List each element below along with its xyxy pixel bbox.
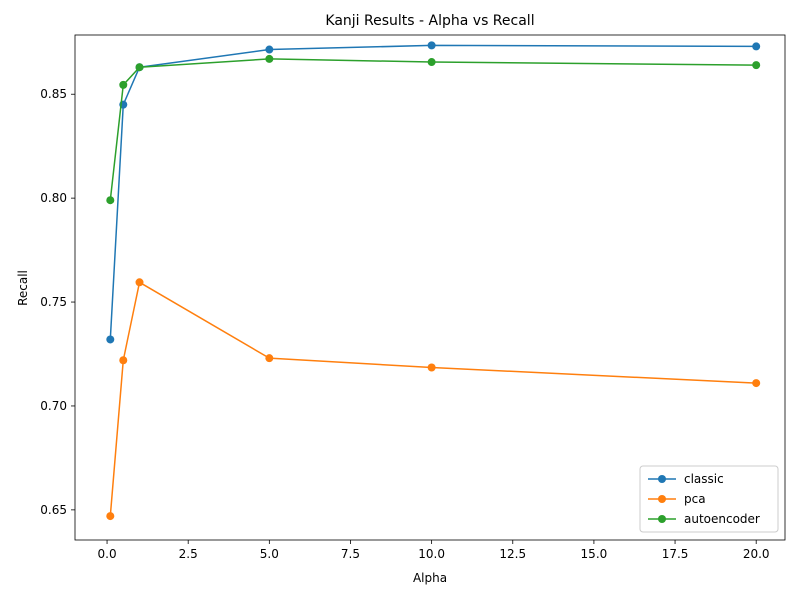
data-point-autoencoder-5 bbox=[752, 61, 761, 70]
x-axis-label: Alpha bbox=[413, 571, 447, 585]
y-tick-label: 0.85 bbox=[40, 87, 67, 101]
data-point-pca-0 bbox=[106, 512, 115, 521]
data-point-pca-4 bbox=[427, 363, 436, 372]
x-tick-label: 7.5 bbox=[341, 547, 360, 561]
chart-title: Kanji Results - Alpha vs Recall bbox=[325, 13, 534, 29]
series-line-pca bbox=[109, 281, 757, 517]
x-tick-label: 0.0 bbox=[98, 547, 117, 561]
data-point-autoencoder-0 bbox=[106, 196, 115, 205]
x-tick-label: 10.0 bbox=[418, 547, 445, 561]
x-tick-label: 20.0 bbox=[743, 547, 770, 561]
y-tick-label: 0.70 bbox=[40, 399, 67, 413]
y-axis-label: Recall bbox=[16, 270, 30, 306]
data-point-autoencoder-4 bbox=[427, 58, 436, 67]
legend-marker-autoencoder bbox=[658, 515, 666, 523]
plot-area: 0.0 2.5 5.0 7.5 10.0 12.5 15.0 17.5 20.0 0.65 0.70… bbox=[40, 34, 786, 561]
data-point-pca-5 bbox=[752, 379, 761, 388]
data-point-autoencoder-3 bbox=[265, 54, 274, 63]
legend-marker-pca bbox=[658, 495, 666, 503]
series-line-classic bbox=[109, 44, 757, 340]
y-tick-label: 0.75 bbox=[40, 295, 67, 309]
y-tick-label: 0.80 bbox=[40, 191, 67, 205]
series-line-autoencoder bbox=[109, 58, 757, 201]
data-point-classic-4 bbox=[427, 41, 436, 50]
y-tick-label: 0.65 bbox=[40, 503, 67, 517]
data-point-classic-5 bbox=[752, 42, 761, 51]
legend-label-pca: pca bbox=[684, 492, 706, 506]
x-tick-label: 12.5 bbox=[499, 547, 526, 561]
axes-frame bbox=[74, 34, 786, 541]
legend-marker-classic bbox=[658, 475, 666, 483]
x-tick-label: 17.5 bbox=[662, 547, 689, 561]
data-point-classic-0 bbox=[106, 335, 115, 344]
data-point-pca-3 bbox=[265, 354, 274, 363]
data-point-classic-3 bbox=[265, 45, 274, 54]
legend-label-autoencoder: autoencoder bbox=[684, 512, 760, 526]
x-tick-label: 5.0 bbox=[260, 547, 279, 561]
x-tick-label: 2.5 bbox=[179, 547, 198, 561]
data-point-autoencoder-2 bbox=[135, 63, 144, 72]
legend-label-classic: classic bbox=[684, 472, 724, 486]
data-point-autoencoder-1 bbox=[119, 80, 128, 89]
legend: classic pca autoencoder bbox=[639, 465, 779, 533]
data-point-pca-2 bbox=[135, 278, 144, 287]
legend-box bbox=[639, 465, 779, 533]
data-point-pca-1 bbox=[119, 356, 128, 365]
x-tick-label: 15.0 bbox=[581, 547, 608, 561]
